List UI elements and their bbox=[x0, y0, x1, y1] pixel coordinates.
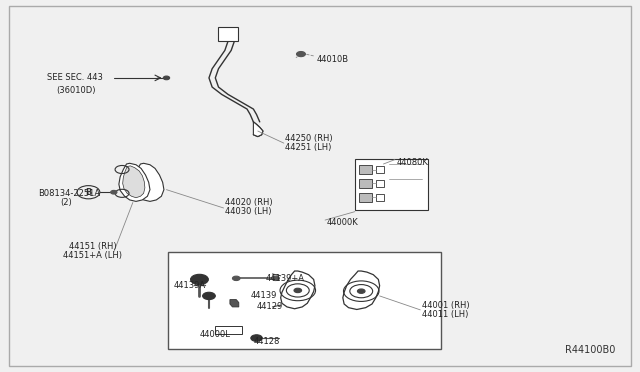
Bar bbox=[218, 26, 237, 41]
Text: B08134-2251A: B08134-2251A bbox=[38, 189, 100, 198]
Text: 44151 (RH): 44151 (RH) bbox=[69, 242, 117, 251]
Text: 44000K: 44000K bbox=[326, 218, 358, 227]
Circle shape bbox=[191, 274, 209, 285]
Circle shape bbox=[232, 276, 240, 280]
Text: R44100B0: R44100B0 bbox=[564, 345, 615, 355]
Text: 44139: 44139 bbox=[250, 291, 276, 301]
Bar bbox=[215, 326, 242, 334]
Circle shape bbox=[111, 190, 117, 194]
Text: 44139+A: 44139+A bbox=[266, 274, 305, 283]
Text: 44011 (LH): 44011 (LH) bbox=[422, 310, 468, 319]
Text: 44010B: 44010B bbox=[317, 55, 349, 64]
Text: 44020 (RH): 44020 (RH) bbox=[225, 198, 273, 207]
Text: 44030 (LH): 44030 (LH) bbox=[225, 207, 271, 216]
Text: 44139A: 44139A bbox=[174, 281, 206, 290]
Circle shape bbox=[251, 335, 262, 341]
Bar bbox=[359, 165, 372, 174]
Polygon shape bbox=[343, 271, 380, 310]
Polygon shape bbox=[230, 299, 239, 307]
Text: 44151+A (LH): 44151+A (LH) bbox=[63, 251, 122, 260]
Circle shape bbox=[203, 292, 215, 299]
Circle shape bbox=[272, 276, 280, 280]
Text: 44129: 44129 bbox=[257, 302, 283, 311]
Bar bbox=[376, 166, 384, 173]
Polygon shape bbox=[123, 166, 145, 198]
Bar bbox=[355, 158, 428, 210]
Circle shape bbox=[163, 76, 170, 80]
Text: B: B bbox=[85, 188, 92, 197]
Bar bbox=[359, 193, 372, 202]
Circle shape bbox=[296, 51, 305, 57]
Circle shape bbox=[294, 288, 301, 293]
Text: 44251 (LH): 44251 (LH) bbox=[285, 143, 332, 152]
Polygon shape bbox=[253, 122, 263, 137]
Polygon shape bbox=[281, 271, 315, 309]
Text: (2): (2) bbox=[60, 198, 72, 207]
Text: 44250 (RH): 44250 (RH) bbox=[285, 134, 333, 143]
Bar bbox=[168, 252, 440, 349]
Polygon shape bbox=[119, 163, 150, 201]
Text: 44000L: 44000L bbox=[200, 330, 230, 339]
Text: 44080K: 44080K bbox=[396, 158, 428, 167]
Polygon shape bbox=[133, 163, 164, 201]
Bar bbox=[376, 180, 384, 187]
Bar bbox=[359, 179, 372, 188]
Text: 44128: 44128 bbox=[253, 337, 280, 346]
Bar bbox=[376, 194, 384, 201]
Text: SEE SEC. 443: SEE SEC. 443 bbox=[47, 73, 103, 83]
Circle shape bbox=[357, 289, 365, 294]
Text: (36010D): (36010D) bbox=[57, 86, 96, 95]
Text: 44001 (RH): 44001 (RH) bbox=[422, 301, 469, 310]
